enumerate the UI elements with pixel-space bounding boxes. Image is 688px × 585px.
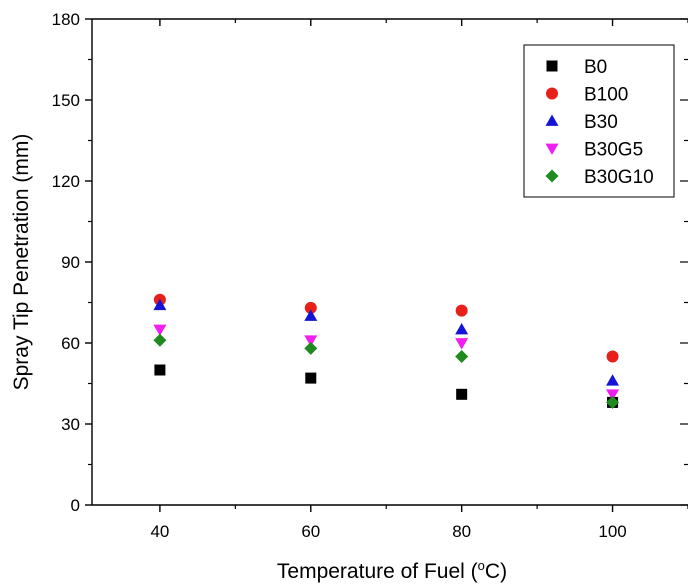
y-tick-label: 150 (52, 91, 80, 110)
data-point (606, 350, 619, 363)
series-b30g10 (153, 333, 620, 409)
legend-label-b30: B30 (584, 112, 618, 133)
legend-label-b30g5: B30G5 (584, 140, 643, 161)
x-axis-title: Temperature of Fuel (oC) (277, 558, 507, 583)
y-axis-ticks: 0 30 60 90 120 150 180 (52, 10, 92, 515)
data-point (455, 323, 469, 335)
series-b100 (153, 293, 619, 363)
data-point (304, 335, 318, 347)
x-tick-label: 60 (301, 522, 320, 541)
legend-marker-b30g10 (545, 169, 559, 183)
data-point (455, 304, 468, 317)
data-points (153, 293, 620, 409)
x-axis-ticks: 40 60 80 100 (150, 19, 688, 541)
legend-marker-b100 (546, 87, 558, 100)
data-point (154, 364, 166, 376)
legend-marker-b30g5 (545, 143, 559, 155)
legend-items: B0 B100 B30 B30G5 B30G10 (545, 57, 654, 188)
legend-marker-b0 (546, 60, 558, 72)
y-tick-label: 90 (61, 253, 80, 272)
data-point (153, 298, 167, 311)
series-b30g5 (153, 324, 620, 401)
x-axis-title-degree: o (478, 558, 485, 573)
data-point (153, 333, 167, 347)
y-tick-label: 30 (61, 415, 80, 434)
x-tick-label: 80 (452, 522, 471, 541)
series-b30 (153, 298, 620, 386)
x-tick-label: 100 (598, 522, 626, 541)
data-point (455, 338, 469, 350)
x-axis-title-text: Temperature of Fuel ( (277, 560, 478, 583)
legend-label-b30g10: B30G10 (584, 167, 654, 188)
y-tick-label: 120 (52, 172, 80, 191)
y-tick-label: 60 (61, 334, 80, 353)
y-tick-label: 180 (52, 10, 80, 29)
x-tick-label: 40 (150, 522, 169, 541)
data-point (304, 301, 317, 314)
legend-label-b0: B0 (584, 57, 607, 78)
right-axis-ticks (680, 18, 688, 506)
data-point (606, 389, 620, 401)
data-point (606, 395, 620, 409)
data-point (304, 341, 318, 355)
legend: B0 B100 B30 B30G5 B30G10 (523, 44, 675, 198)
y-axis-title: Spray Tip Penetration (mm) (10, 134, 33, 391)
data-point (305, 372, 317, 384)
series-b0 (154, 364, 619, 408)
data-point (304, 309, 318, 321)
x-axis-title-unit: C) (485, 560, 507, 583)
data-point (606, 374, 620, 386)
legend-marker-b30 (545, 114, 559, 126)
data-point (153, 324, 167, 336)
legend-label-b100: B100 (584, 85, 628, 106)
data-point (455, 350, 469, 363)
y-tick-label: 0 (71, 496, 80, 515)
data-point (456, 388, 468, 400)
